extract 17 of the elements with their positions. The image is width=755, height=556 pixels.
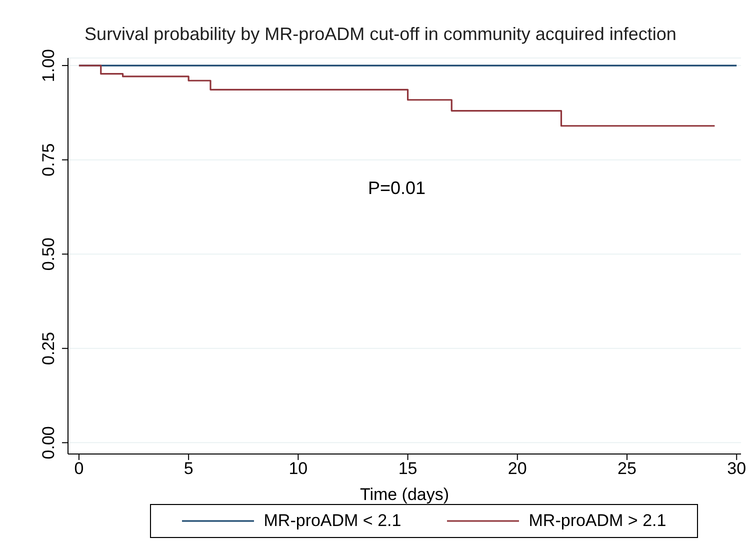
legend-label: MR-proADM < 2.1 — [264, 511, 402, 531]
x-tick-label: 0 — [74, 459, 84, 478]
x-tick-label: 10 — [288, 459, 308, 478]
y-tick-label: 1.00 — [39, 48, 58, 82]
y-tick-label: 0.50 — [39, 238, 58, 271]
x-axis-title: Time (days) — [360, 485, 450, 504]
x-tick-label: 20 — [508, 459, 527, 478]
y-tick-label: 0.25 — [39, 332, 58, 365]
legend-label: MR-proADM > 2.1 — [528, 511, 666, 531]
chart-title: Survival probability by MR-proADM cut-off in community acquired infection — [84, 24, 678, 45]
annotation: P=0.01 — [368, 178, 426, 199]
x-tick-label: 15 — [398, 459, 418, 478]
x-tick-label: 5 — [184, 459, 194, 478]
x-tick-label: 30 — [727, 459, 746, 478]
y-tick-label: 0.00 — [39, 426, 58, 460]
y-tick-label: 0.75 — [39, 143, 58, 176]
x-tick-label: 25 — [618, 459, 636, 478]
